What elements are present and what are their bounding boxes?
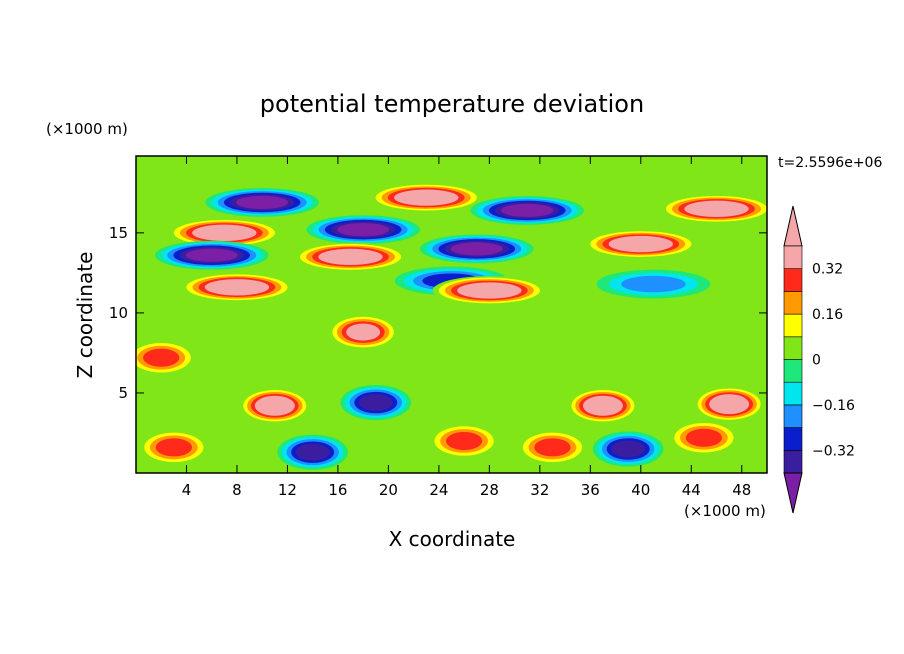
x-axis-title: X coordinate [389, 527, 516, 551]
contour-blob [463, 283, 516, 298]
colorbar-swatch [783, 245, 803, 270]
x-axis-ticks: 4 8 12 16 20 24 28 32 36 40 44 48 [182, 156, 751, 499]
colorbar-swatch [783, 336, 803, 360]
contour-blob [236, 195, 289, 210]
contour-blob [324, 250, 377, 264]
colorbar-swatch [783, 404, 803, 428]
colorbar-tick-label: −0.32 [812, 443, 855, 459]
x-tick-label: 12 [278, 481, 297, 499]
contour-blob [400, 191, 453, 205]
x-tick-label: 32 [530, 481, 549, 499]
contour-blob [185, 248, 238, 262]
x-unit-label: (×1000 m) [684, 502, 766, 520]
contour-blob [346, 323, 381, 341]
contour-field [136, 156, 767, 473]
colorbar-swatch [783, 268, 803, 292]
time-label: t=2.5596e+06 [778, 155, 882, 171]
plot-frame [135, 155, 768, 474]
contour-blob [258, 397, 292, 414]
contour-blob [501, 203, 554, 218]
contour-blob [534, 438, 571, 457]
colorbar-tick-label: 0.16 [812, 307, 843, 323]
colorbar-tick-label: −0.16 [812, 398, 855, 414]
x-tick-label: 16 [328, 481, 347, 499]
colorbar-tick-label: 0.32 [812, 262, 843, 278]
contour-blob [210, 280, 263, 294]
contour-blob [586, 397, 620, 414]
contour-blob [712, 396, 746, 413]
y-tick-label: 5 [118, 384, 128, 402]
colorbar-swatch [783, 427, 803, 451]
contour-blob [450, 242, 503, 256]
contour-blob [611, 440, 646, 458]
contour-blob [337, 223, 390, 237]
x-tick-label: 28 [480, 481, 499, 499]
chart-title: potential temperature deviation [260, 90, 644, 118]
x-tick-label: 4 [182, 481, 192, 499]
y-tick-label: 10 [109, 304, 128, 322]
contour-blob [446, 431, 483, 451]
x-tick-label: 44 [682, 481, 701, 499]
contour-blob [358, 394, 393, 412]
contour-blob [155, 438, 192, 457]
x-tick-label: 20 [379, 481, 398, 499]
contour-blob [198, 226, 251, 240]
x-tick-label: 40 [631, 481, 650, 499]
x-tick-label: 36 [581, 481, 600, 499]
colorbar-swatch [783, 381, 803, 406]
colorbar-extend-top [783, 205, 803, 247]
y-tick-label: 15 [109, 224, 128, 242]
colorbar-swatch [783, 359, 803, 383]
contour-blob [614, 237, 667, 251]
colorbar-extend-bottom [783, 472, 803, 514]
contour-blob [621, 275, 686, 293]
contour-blob [295, 443, 330, 461]
colorbar-swatch [783, 291, 803, 315]
contour-blob [690, 202, 743, 216]
y-axis-ticks: 5 10 15 [109, 224, 767, 402]
x-tick-label: 8 [232, 481, 242, 499]
colorbar: 0.32 0.16 0 −0.16 −0.32 [783, 205, 855, 514]
contour-blob [143, 348, 180, 367]
x-tick-label: 48 [732, 481, 751, 499]
y-unit-label: (×1000 m) [46, 120, 128, 138]
colorbar-tick-label: 0 [812, 353, 821, 369]
x-tick-label: 24 [429, 481, 448, 499]
contour-blob [685, 428, 723, 447]
y-axis-title: Z coordinate [73, 252, 97, 379]
colorbar-swatch [783, 449, 803, 474]
colorbar-swatch [783, 313, 803, 338]
